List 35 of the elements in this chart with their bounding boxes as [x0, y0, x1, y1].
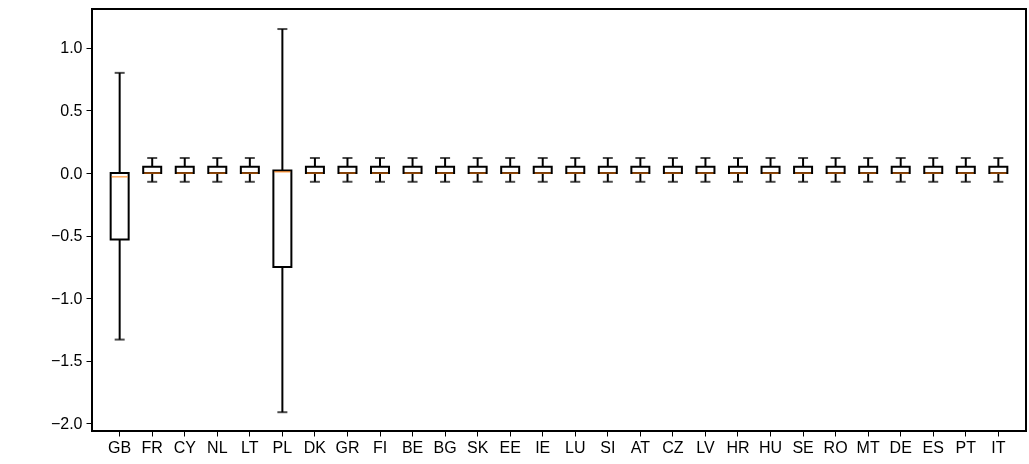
x-tick-label: AT: [630, 438, 651, 456]
x-tick-label: CY: [173, 438, 197, 456]
x-tick-label: SI: [600, 438, 616, 456]
x-tick-label: HU: [758, 438, 783, 456]
x-tick-label: PT: [955, 438, 977, 456]
x-tick-label: LV: [696, 438, 715, 456]
x-tick-label: BG: [433, 438, 457, 456]
y-tick-label: −1.5: [50, 352, 83, 370]
x-tick-label: LU: [565, 438, 586, 456]
x-tick-label: RO: [823, 438, 848, 456]
x-tick-label: DE: [889, 438, 912, 456]
y-tick-label: −1.0: [50, 289, 83, 307]
x-tick-label: IT: [991, 438, 1006, 456]
y-tick-label: −0.5: [50, 227, 83, 245]
x-tick-label: NL: [207, 438, 228, 456]
x-tick-label: MT: [856, 438, 880, 456]
x-tick-label: CZ: [662, 438, 684, 456]
x-tick-label: DK: [303, 438, 327, 456]
y-tick-label: 1.0: [60, 39, 83, 57]
y-tick-label: 0.0: [60, 164, 83, 182]
x-tick-label: LT: [241, 438, 259, 456]
x-tick-label: BE: [401, 438, 424, 456]
y-tick-label: −2.0: [50, 414, 83, 432]
x-tick-label: HR: [726, 438, 750, 456]
x-tick-label: FR: [141, 438, 163, 456]
x-tick-label: GB: [108, 438, 132, 456]
x-tick-label: PL: [272, 438, 293, 456]
x-tick-label: ES: [922, 438, 944, 456]
x-tick-label: IE: [535, 438, 551, 456]
x-tick-label: GR: [335, 438, 360, 456]
x-tick-label: SK: [466, 438, 489, 456]
x-tick-label: FI: [372, 438, 388, 456]
x-tick-label: SE: [792, 438, 814, 456]
y-tick-label: 0.5: [60, 101, 83, 119]
x-tick-label: EE: [499, 438, 521, 456]
